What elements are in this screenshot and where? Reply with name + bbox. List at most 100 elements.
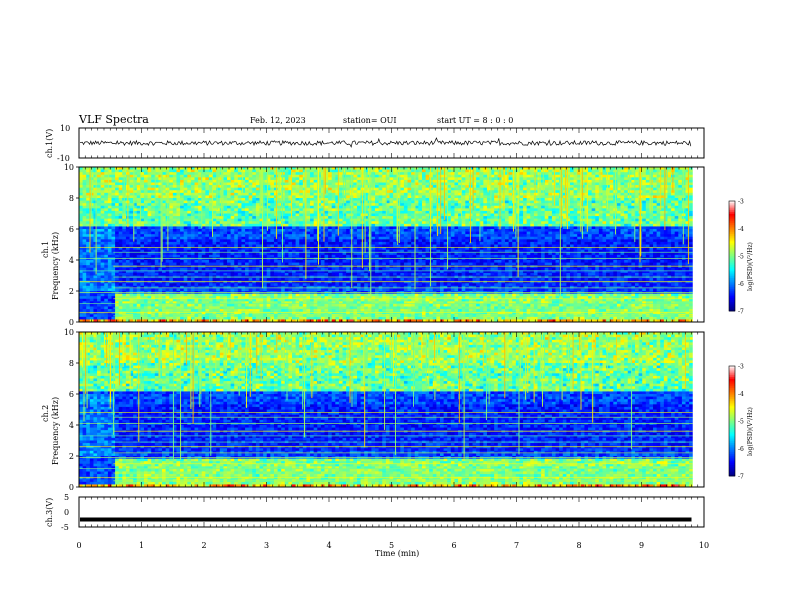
spectrogram-cell	[310, 192, 315, 196]
spectrogram-cell	[346, 254, 351, 258]
spectrogram-cell	[198, 200, 203, 204]
spectrogram-cell	[266, 234, 271, 238]
spectrogram-cell	[248, 218, 253, 222]
spectrogram-cell	[356, 311, 361, 315]
spectrogram-cell	[82, 278, 87, 282]
spectrogram-cell	[245, 169, 250, 173]
spectrogram-cell	[89, 244, 94, 248]
spectrogram-cell	[201, 249, 206, 253]
spectrogram-cell	[284, 169, 289, 173]
spectrogram-cell	[375, 244, 380, 248]
spectrogram-cell	[338, 267, 343, 271]
spectrogram-cell	[205, 293, 210, 297]
spectrogram-cell	[93, 185, 98, 189]
spectrogram-cell	[310, 316, 315, 320]
spectrogram-cell	[219, 249, 224, 253]
spectrogram-cell	[104, 288, 109, 292]
spectrogram-cell	[187, 247, 192, 251]
spectrogram-cell	[194, 265, 199, 269]
spectrogram-cell	[205, 303, 210, 307]
spectrogram-cell	[129, 260, 134, 263]
spectrogram-cell	[187, 182, 192, 186]
spectrogram-cell	[234, 252, 239, 256]
spectrogram-cell	[302, 260, 307, 263]
spectrogram-cell	[310, 172, 315, 176]
spectrogram-cell	[338, 270, 343, 274]
spectrogram-cell	[107, 254, 112, 258]
spectrogram-cell	[331, 234, 336, 238]
spectrogram-cell	[198, 182, 203, 186]
spectrogram-cell	[140, 198, 145, 201]
spectrogram-cell	[324, 190, 329, 194]
spectrogram-cell	[227, 296, 232, 300]
spectrogram-cell	[259, 229, 264, 232]
spectrogram-cell	[284, 272, 289, 276]
spectrogram-cell	[320, 249, 325, 253]
spectrogram-cell	[180, 190, 185, 194]
spectrogram-cell	[107, 303, 112, 307]
spectrogram-cell	[158, 223, 163, 227]
spectrogram-cell	[82, 244, 87, 248]
spectrogram-cell	[216, 203, 221, 207]
spectrogram-cell	[194, 223, 199, 227]
spectrogram-cell	[248, 257, 253, 261]
spectrogram-cell	[100, 172, 105, 176]
spectrogram-cell	[353, 283, 358, 287]
spectrogram-cell	[241, 223, 246, 227]
spectrogram-cell	[79, 203, 84, 207]
spectrogram-cell	[331, 179, 336, 183]
spectrogram-cell	[79, 208, 84, 212]
spectrogram-cell	[194, 249, 199, 253]
spectrogram-cell	[216, 309, 221, 313]
spectrogram-cell	[143, 316, 148, 320]
spectrogram-cell	[288, 265, 293, 269]
spectrogram-cell	[364, 192, 369, 196]
spectrogram-cell	[353, 249, 358, 253]
spectrogram-cell	[306, 192, 311, 196]
spectrogram-cell	[104, 293, 109, 297]
spectrogram-cell	[277, 239, 282, 243]
spectrogram-cell	[100, 177, 105, 181]
spectrogram-cell	[165, 303, 170, 307]
spectrogram-cell	[89, 280, 94, 284]
spectrogram-cell	[208, 205, 213, 209]
spectrogram-cell	[93, 174, 98, 178]
spectrogram-cell	[93, 257, 98, 261]
spectrogram-cell	[143, 216, 148, 220]
spectrogram-cell	[263, 252, 268, 256]
spectrogram-cell	[320, 239, 325, 243]
spectrogram-cell	[133, 298, 138, 302]
spectrogram-cell	[263, 262, 268, 266]
spectrogram-cell	[158, 298, 163, 302]
spectrogram-cell	[194, 260, 199, 263]
spectrogram-cell	[237, 252, 242, 256]
spectrogram-cell	[82, 319, 87, 323]
spectrogram-cell	[248, 213, 253, 217]
spectrogram-cell	[346, 272, 351, 276]
spectrogram-cell	[277, 270, 282, 274]
spectrogram-cell	[353, 192, 358, 196]
spectrogram-cell	[245, 298, 250, 302]
spectrogram-cell	[140, 319, 145, 323]
spectrogram-cell	[219, 247, 224, 251]
spectrogram-cell	[194, 316, 199, 320]
spectrogram-cell	[172, 234, 177, 238]
spectrogram-cell	[111, 301, 116, 305]
spectrogram-cell	[187, 280, 192, 284]
spectrogram-cell	[338, 192, 343, 196]
spectrogram-cell	[270, 260, 275, 263]
spectrogram-cell	[306, 257, 311, 261]
spectrogram-cell	[346, 234, 351, 238]
spectrogram-cell	[187, 252, 192, 256]
spectrogram-cell	[295, 267, 300, 271]
spectrogram-cell	[219, 285, 224, 289]
spectrogram-cell	[158, 247, 163, 251]
spectrogram-cell	[162, 288, 167, 292]
spectrogram-cell	[169, 254, 174, 258]
spectrogram-cell	[79, 216, 84, 220]
spectrogram-cell	[241, 239, 246, 243]
spectrogram-cell	[338, 309, 343, 313]
spectrogram-cell	[176, 216, 181, 220]
spectrogram-cell	[212, 185, 217, 189]
spectrogram-cell	[292, 249, 297, 253]
